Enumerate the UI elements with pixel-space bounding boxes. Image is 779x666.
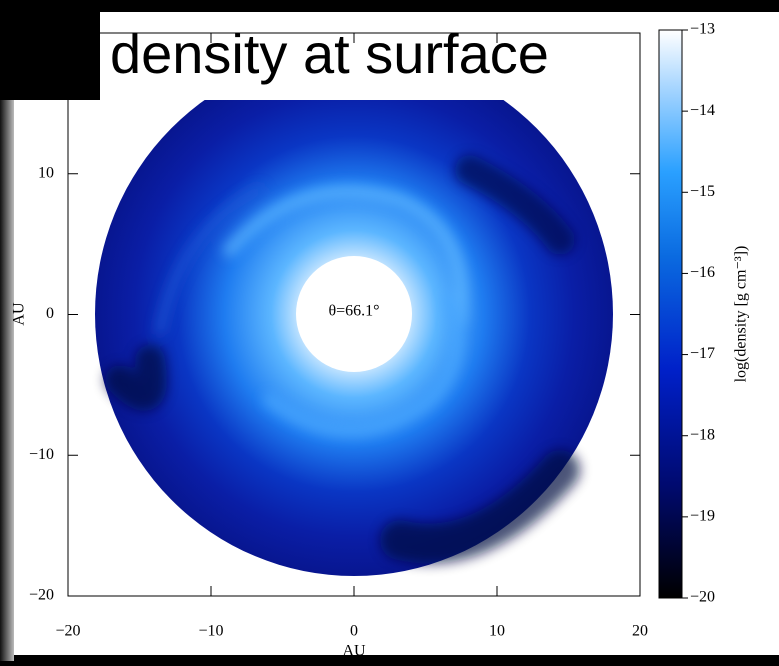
colorbar-tick-label: −14 <box>690 102 715 119</box>
y-tick-label: −10 <box>29 446 54 463</box>
chart-title: density at surface <box>110 22 549 85</box>
page: density at surface θ=66.1° AU AU log(den… <box>0 0 779 661</box>
top-strip <box>100 0 779 12</box>
x-tick-label: 20 <box>632 623 648 640</box>
colorbar <box>659 30 682 598</box>
colorbar-tick-label: −16 <box>690 264 715 281</box>
colorbar-tick-label: −18 <box>690 426 715 443</box>
colorbar-tick-label: −19 <box>690 508 715 525</box>
colorbar-tick-label: −17 <box>690 345 715 362</box>
x-tick-label: 10 <box>489 623 505 640</box>
y-tick-label: 10 <box>38 164 54 181</box>
x-tick-label: −20 <box>55 623 80 640</box>
y-tick-label: 20 <box>38 24 54 41</box>
colorbar-tick-label: −13 <box>690 21 715 38</box>
x-axis-label: AU <box>342 643 366 660</box>
corner <box>0 0 100 100</box>
chart: density at surface θ=66.1° AU AU log(den… <box>0 0 779 661</box>
colorbar-tick-label: −20 <box>690 589 715 606</box>
colorbar-label: log(density [g cm⁻³]) <box>733 246 750 383</box>
y-axis-label: AU <box>11 302 28 326</box>
colorbar-tick-label: −15 <box>690 183 715 200</box>
y-tick-label: 0 <box>46 305 54 322</box>
annotation: θ=66.1° <box>328 303 379 320</box>
x-tick-label: −10 <box>198 623 223 640</box>
x-tick-label: 0 <box>350 623 358 640</box>
y-tick-label: −20 <box>29 587 54 604</box>
